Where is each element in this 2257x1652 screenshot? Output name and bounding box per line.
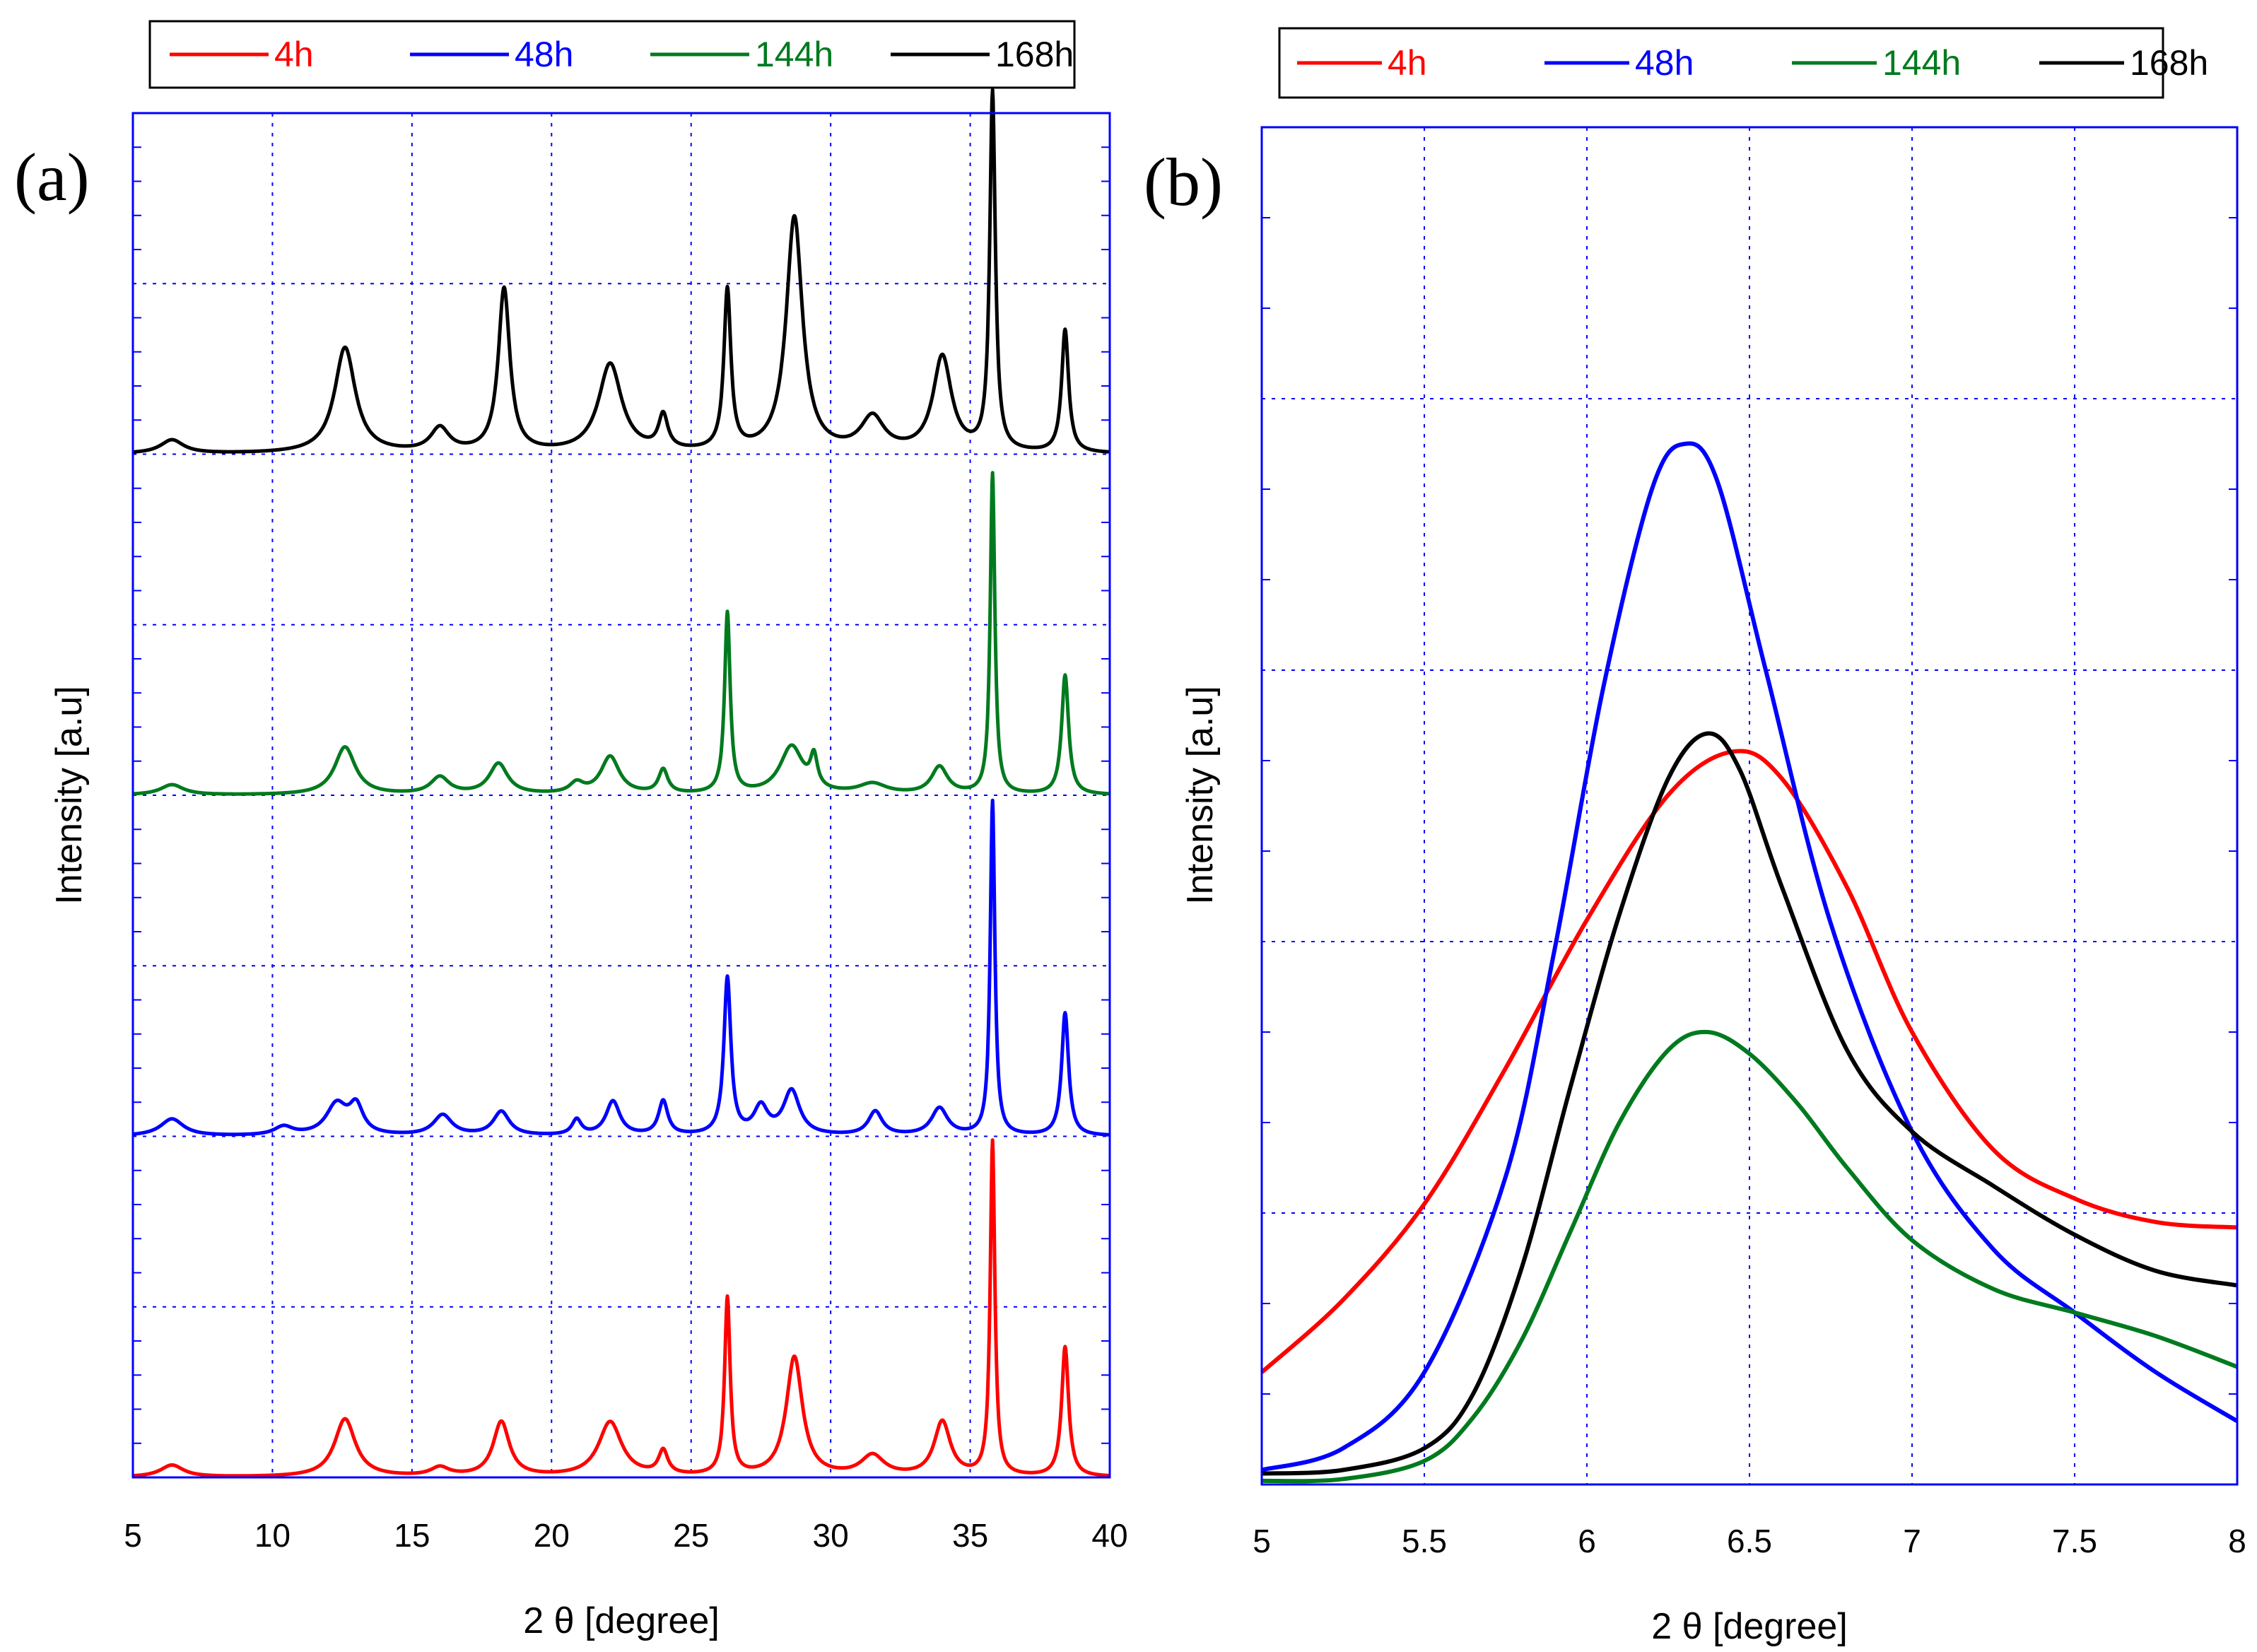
- x-tick-label-b: 8: [2228, 1523, 2246, 1559]
- x-tick-label-a: 15: [394, 1517, 430, 1554]
- x-tick-label-b: 7: [1903, 1523, 1921, 1559]
- legend-label-168h: 168h: [2130, 43, 2208, 83]
- legend-b: 4h 48h 144h 168h: [1297, 43, 2208, 83]
- x-tick-label-a: 10: [254, 1517, 291, 1554]
- x-axis-label-b: 2 θ [degree]: [1651, 1606, 1848, 1647]
- legend-a: 4h 48h 144h 168h: [170, 35, 1074, 74]
- series-group-a: [131, 88, 1111, 1478]
- legend-label-48h: 48h: [515, 35, 573, 74]
- series-line-a-144h: [131, 471, 1111, 796]
- plot-frame-a: [131, 112, 1111, 1479]
- x-tick-label-b: 6.5: [1727, 1523, 1772, 1559]
- x-tick-label-b: 5.5: [1402, 1523, 1447, 1559]
- series-line-b-4h: [1260, 749, 2238, 1374]
- x-tick-label-a: 35: [952, 1517, 988, 1554]
- series-line-a-48h: [131, 798, 1111, 1137]
- x-ticks-a: 5 10 15 20 25 30 35 40: [124, 1517, 1127, 1554]
- series-line-a-168h: [131, 88, 1111, 454]
- panel-a: 4h 48h 144h 168h (a) 5 10 15 20 25 30 35 40 2 θ [d…: [14, 20, 1128, 1641]
- x-axis-label-a: 2 θ [degree]: [523, 1600, 720, 1641]
- legend-label-144h: 144h: [755, 35, 833, 74]
- x-tick-label-a: 40: [1091, 1517, 1127, 1554]
- series-line-b-168h: [1261, 731, 2238, 1476]
- x-tick-label-b: 5: [1253, 1523, 1271, 1559]
- series-group-b: [1260, 441, 2239, 1484]
- x-tick-label-a: 5: [124, 1517, 142, 1554]
- x-tick-label-b: 6: [1578, 1523, 1596, 1559]
- x-ticks-b: 5 5.5 6 6.5 7 7.5 8: [1253, 1523, 2246, 1559]
- legend-label-144h: 144h: [1882, 43, 1961, 83]
- legend-label-48h: 48h: [1635, 43, 1694, 83]
- y-axis-label-b: Intensity [a.u]: [1180, 686, 1221, 904]
- legend-label-4h: 4h: [274, 35, 314, 74]
- grid-b: [1262, 127, 2237, 1484]
- series-line-b-144h: [1261, 1029, 2239, 1484]
- x-tick-label-a: 20: [534, 1517, 570, 1554]
- panel-b: 4h 48h 144h 168h (b) 5 5.5 6 6.5 7 7.5 8 2 θ [deg…: [1144, 27, 2246, 1647]
- panel-label-a: (a): [14, 139, 90, 215]
- legend-label-168h: 168h: [995, 35, 1074, 74]
- legend-label-4h: 4h: [1388, 43, 1427, 83]
- x-tick-label-b: 7.5: [2052, 1523, 2097, 1559]
- y-axis-label-a: Intensity [a.u]: [49, 686, 90, 904]
- plot-frame-b: [1260, 126, 2239, 1486]
- x-tick-label-a: 30: [813, 1517, 849, 1554]
- panel-label-b: (b): [1144, 144, 1223, 220]
- grid-a: [133, 113, 1110, 1477]
- x-tick-label-a: 25: [673, 1517, 709, 1554]
- series-line-b-48h: [1261, 441, 2239, 1472]
- legend-box-b: [1278, 27, 2164, 99]
- series-line-a-4h: [131, 1138, 1111, 1478]
